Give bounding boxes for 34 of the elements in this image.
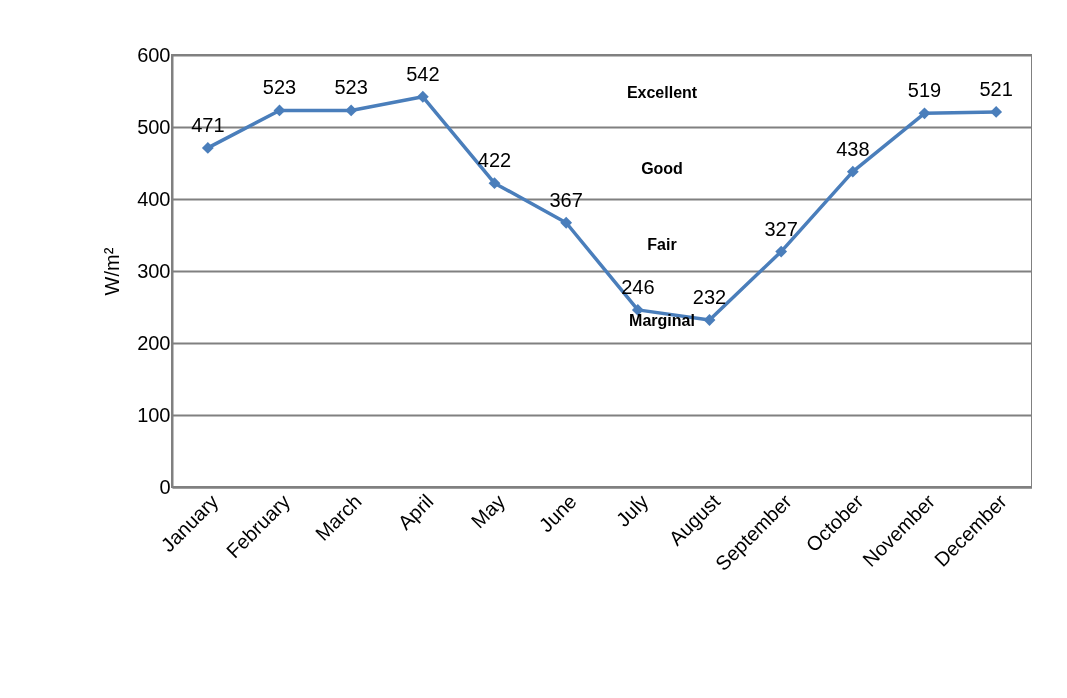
y-axis-title: W/m² xyxy=(101,247,124,296)
point xyxy=(560,216,573,229)
point xyxy=(201,141,214,154)
point xyxy=(416,90,429,103)
data-label: 232 xyxy=(692,285,727,308)
data-label: 367 xyxy=(549,188,583,211)
point xyxy=(990,105,1003,118)
y-tick-label: 400 xyxy=(137,187,171,210)
x-tick-label: May xyxy=(466,490,510,533)
y-tick-label: 500 xyxy=(137,115,171,138)
annotation: Marginal xyxy=(629,312,695,329)
point xyxy=(846,165,859,178)
data-label: 542 xyxy=(406,62,440,85)
point xyxy=(775,245,788,258)
annotation: Good xyxy=(641,160,683,177)
y-tick-label: 600 xyxy=(137,43,171,66)
data-label: 327 xyxy=(764,217,798,240)
y-tick-label: 300 xyxy=(137,259,171,282)
data-label: 422 xyxy=(477,149,512,172)
data-label: 471 xyxy=(191,113,225,136)
point xyxy=(703,314,716,326)
data-label: 523 xyxy=(334,76,368,99)
data-label: 523 xyxy=(262,76,297,99)
point xyxy=(488,177,501,190)
annotation: Excellent xyxy=(626,84,698,101)
data-label: 438 xyxy=(836,137,870,160)
data-label: 519 xyxy=(907,79,942,102)
x-tick-label: July xyxy=(611,490,653,531)
y-tick-label: 200 xyxy=(137,331,171,354)
y-tick-label: 0 xyxy=(159,475,171,498)
data-label: 246 xyxy=(621,275,655,298)
annotation: Fair xyxy=(647,236,677,253)
y-tick-label: 100 xyxy=(137,403,171,426)
data-label: 521 xyxy=(979,77,1013,100)
